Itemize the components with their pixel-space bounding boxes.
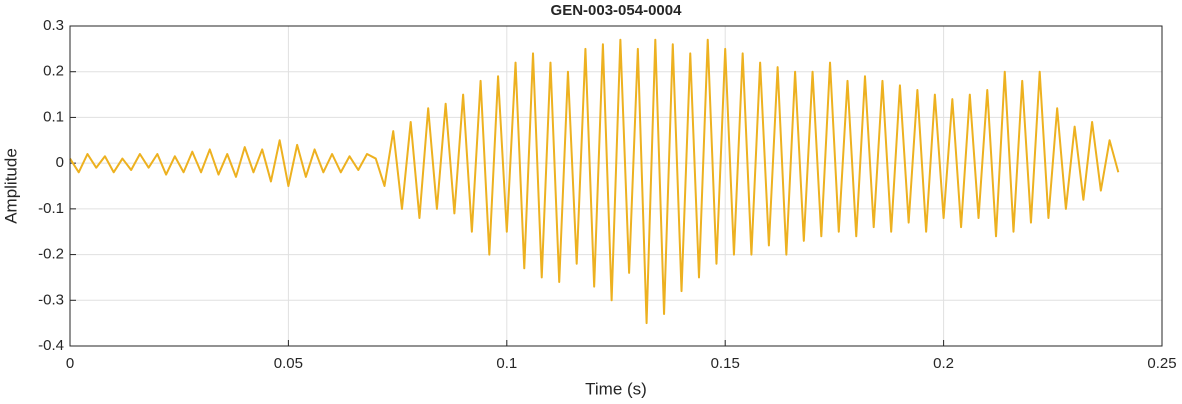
y-tick-label: -0.3 xyxy=(38,291,64,308)
y-tick-label: 0.2 xyxy=(43,63,64,80)
x-tick-label: 0.15 xyxy=(711,355,740,372)
plot-frame xyxy=(69,25,1163,347)
chart-title: GEN-003-054-0004 xyxy=(551,2,683,19)
y-axis-label: Amplitude xyxy=(1,148,20,224)
x-tick-label: 0 xyxy=(66,355,74,372)
x-axis-label: Time (s) xyxy=(585,379,647,398)
y-tick-label: 0.1 xyxy=(43,108,64,125)
y-tick-label: -0.4 xyxy=(38,337,64,354)
y-tick-label: 0 xyxy=(56,154,64,171)
x-tick-label: 0.05 xyxy=(274,355,303,372)
x-tick-label: 0.1 xyxy=(496,355,517,372)
x-tick-label: 0.2 xyxy=(933,355,954,372)
x-tick-label: 0.25 xyxy=(1147,355,1176,372)
waveform-line xyxy=(69,38,1120,325)
y-tick-label: -0.1 xyxy=(38,200,64,217)
y-tick-label: 0.3 xyxy=(43,17,64,34)
y-tick-label: -0.2 xyxy=(38,246,64,263)
